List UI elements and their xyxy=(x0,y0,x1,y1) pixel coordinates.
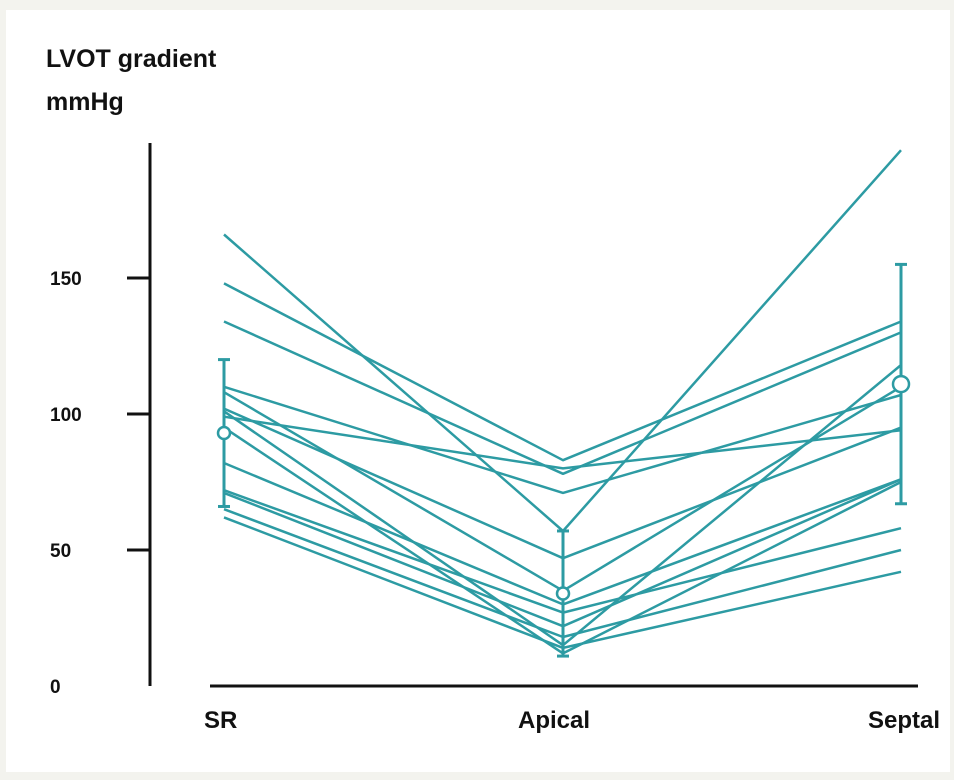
lvot-gradient-chart: LVOT gradient mmHg 0 50 100 150 SR Apical Sep… xyxy=(46,45,940,734)
y-tick-label-0: 0 xyxy=(50,677,61,698)
series-line-4 xyxy=(223,385,902,495)
axes xyxy=(148,143,918,688)
x-label-septal: Septal xyxy=(868,707,940,734)
mean-point-sr xyxy=(216,425,232,441)
y-axis-title: LVOT gradient mmHg xyxy=(46,45,217,116)
y-axis-title-line2: mmHg xyxy=(46,88,124,116)
series-line-2 xyxy=(223,282,902,462)
y-tick-label-50: 50 xyxy=(50,541,71,562)
y-tick-label-100: 100 xyxy=(50,405,82,426)
mean-point-apical xyxy=(555,586,571,601)
x-tick-labels: SR Apical Septal xyxy=(204,707,940,734)
chart-panel: LVOT gradient mmHg 0 50 100 150 SR Apical Sep… xyxy=(6,10,950,772)
mean-point-septal xyxy=(891,374,911,394)
y-axis-title-line1: LVOT gradient xyxy=(46,45,217,73)
series-line-3 xyxy=(223,320,902,476)
x-label-sr: SR xyxy=(204,707,237,734)
series-line-8 xyxy=(223,415,902,470)
y-ticks: 0 50 100 150 xyxy=(50,269,150,698)
y-tick-label-150: 150 xyxy=(50,269,82,290)
x-label-apical: Apical xyxy=(518,707,590,734)
mean-markers xyxy=(216,262,911,658)
